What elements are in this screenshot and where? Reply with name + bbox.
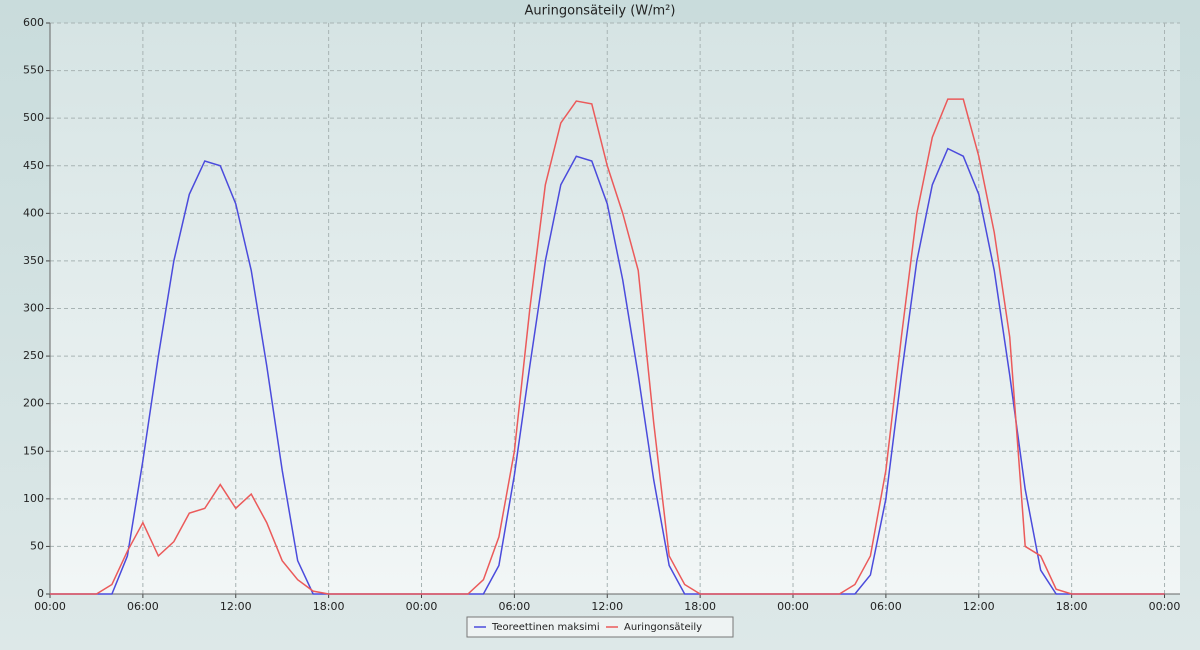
y-tick-label: 250 — [23, 349, 44, 362]
legend-box — [466, 616, 734, 638]
y-tick-label: 550 — [23, 64, 44, 77]
x-tick-label: 00:00 — [34, 600, 66, 613]
y-tick-label: 400 — [23, 206, 44, 219]
y-tick-label: 100 — [23, 492, 44, 505]
y-tick-label: 500 — [23, 111, 44, 124]
y-tick-label: 200 — [23, 397, 44, 410]
series-line — [50, 147, 1165, 595]
x-tick-label: 06:00 — [870, 600, 902, 613]
y-tick-label: 450 — [23, 159, 44, 172]
chart-title: Auringonsäteily (W/m²) — [525, 4, 676, 19]
x-tick-label: 00:00 — [406, 600, 438, 613]
series-line — [50, 98, 1165, 595]
x-tick-label: 00:00 — [777, 600, 809, 613]
x-tick-label: 18:00 — [1056, 600, 1088, 613]
x-tick-label: 12:00 — [963, 600, 995, 613]
y-tick-label: 350 — [23, 254, 44, 267]
x-tick-label: 18:00 — [313, 600, 345, 613]
legend-label: Auringonsäteily — [624, 622, 702, 633]
y-tick-label: 0 — [37, 587, 44, 600]
y-tick-label: 600 — [23, 16, 44, 29]
x-tick-label: 12:00 — [591, 600, 623, 613]
x-tick-label: 06:00 — [499, 600, 531, 613]
y-tick-label: 150 — [23, 444, 44, 457]
y-tick-label: 300 — [23, 302, 44, 315]
y-tick-label: 50 — [30, 539, 44, 552]
x-tick-label: 06:00 — [127, 600, 159, 613]
x-tick-label: 00:00 — [1149, 600, 1181, 613]
legend-label: Teoreettinen maksimi — [491, 622, 600, 633]
x-tick-label: 12:00 — [220, 600, 252, 613]
x-tick-label: 18:00 — [684, 600, 716, 613]
